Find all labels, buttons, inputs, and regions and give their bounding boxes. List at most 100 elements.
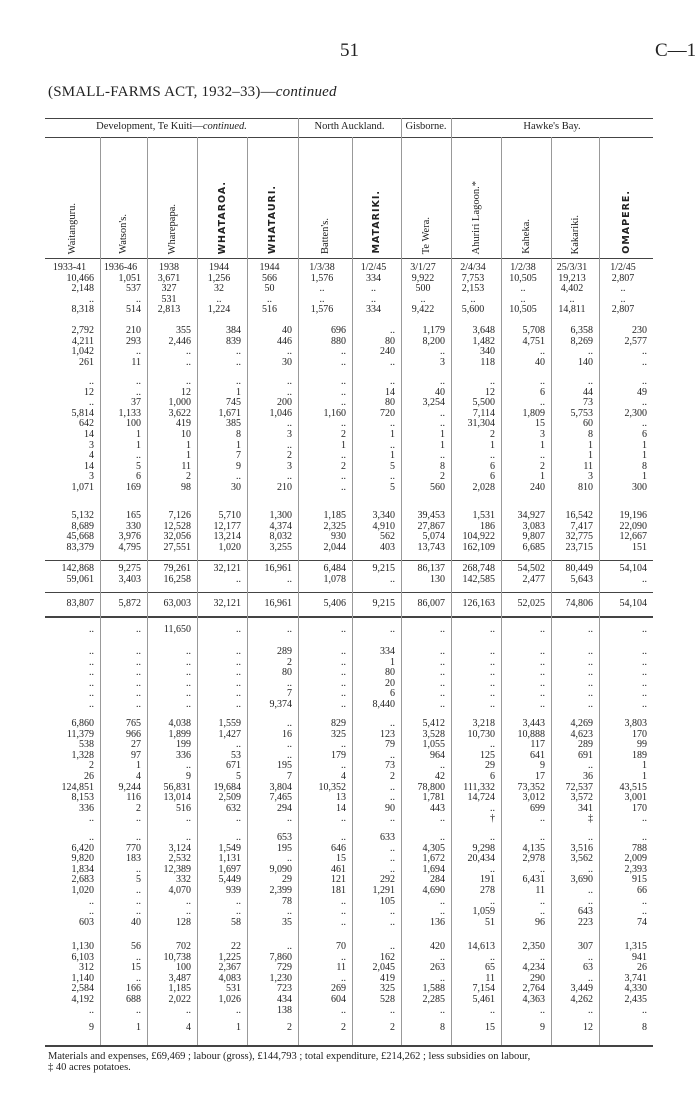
cell-value: 90 <box>385 802 395 814</box>
cell-value: 4,262 <box>570 993 594 1005</box>
cell-value: 2,009 <box>624 853 648 865</box>
cell-value: .. <box>390 863 395 875</box>
cell-value: 2,367 <box>218 962 242 974</box>
cell-value: .. <box>390 376 395 387</box>
cell-value: 40 <box>131 916 141 928</box>
cell-value: .. <box>642 667 647 679</box>
group-header-label: Gisborne. <box>405 121 447 132</box>
cell-value: .. <box>390 471 395 483</box>
cell-value: 136 <box>430 916 445 928</box>
cell-value: 83,379 <box>66 541 95 553</box>
table-cell: 142,868 59,061 <box>45 563 95 585</box>
cell-value: 2,022 <box>168 993 192 1005</box>
cell-value: 560 <box>430 481 445 493</box>
cell-value: 289 <box>277 646 292 657</box>
cell-value: .. <box>341 418 346 430</box>
cell-value: .. <box>287 677 292 689</box>
cell-value: 70 <box>336 941 346 952</box>
cell-value: 1936-46 <box>103 262 138 273</box>
cell-value: 1 <box>642 471 647 483</box>
cell-value: 880 <box>331 335 346 347</box>
cell-value: 124,851 <box>61 781 95 793</box>
cell-value: .. <box>540 698 545 710</box>
cell-value: .. <box>520 283 526 295</box>
cell-value: 9,422 <box>411 304 435 316</box>
cell-value: .. <box>490 646 495 657</box>
cell-value: 13,014 <box>163 792 192 804</box>
cell-value: .. <box>440 407 445 419</box>
cell-value: 22,090 <box>619 520 648 532</box>
table-cell: 702 10,738 100 3,487 1,185 2,022.. <box>147 941 192 1016</box>
cell-value: .. <box>136 972 141 984</box>
cell-value: 646 <box>331 842 346 854</box>
cell-value: 269 <box>331 983 346 995</box>
footnotes: Materials and expenses, £69,469 ; labour… <box>48 1051 530 1073</box>
cell-value: 1,427 <box>218 728 242 740</box>
column-header: Kaheka. <box>501 140 551 254</box>
cell-value: 419 <box>380 972 395 984</box>
cell-value: 5 <box>390 460 395 472</box>
table-cell: 4,038 1,899 199 336.. 9 56,831 13,014 516.. <box>147 718 192 825</box>
cell-value: .. <box>341 450 346 462</box>
table-cell: 16,961 <box>247 598 293 610</box>
cell-value: 8,440 <box>372 698 396 710</box>
cell-value: 336 <box>79 802 94 814</box>
cell-value: .. <box>390 792 395 804</box>
cell-value: 6,685 <box>522 541 546 553</box>
cell-value: .. <box>440 895 445 907</box>
cell-value: 1 <box>540 471 545 483</box>
cell-value: 1,300 <box>269 510 293 521</box>
table-cell: 307.. 63.. 3,449 4,262.. <box>551 941 594 1016</box>
table-rule <box>45 616 653 618</box>
cell-value: 4,690 <box>422 884 446 896</box>
table-cell: 54,502 2,477 <box>501 563 546 585</box>
cell-value: 290 <box>530 972 545 984</box>
cell-value: .. <box>490 677 495 689</box>
cell-value: 3,012 <box>522 792 546 804</box>
cell-value: .. <box>390 813 395 825</box>
cell-value: 4,910 <box>372 520 396 532</box>
cell-value: 3,254 <box>422 397 446 409</box>
cell-value: 1,224 <box>207 304 231 316</box>
cell-value: 42 <box>435 770 445 782</box>
cell-value: 13 <box>336 792 346 804</box>
cell-value: .. <box>341 471 346 483</box>
cell-value: 1,559 <box>218 718 242 729</box>
cell-value: 2 <box>390 770 395 782</box>
cell-value: 138 <box>277 1004 292 1016</box>
cell-value: .. <box>186 656 191 668</box>
cell-value: 2,584 <box>71 983 95 995</box>
column-header-label: Te Wera. <box>420 216 432 254</box>
cell-value: 63 <box>583 962 593 974</box>
cell-value: 162 <box>380 951 395 963</box>
cell-value: 340 <box>480 346 495 358</box>
cell-value: 6 <box>540 386 545 398</box>
cell-value: 9,275 <box>118 563 142 574</box>
cell-value: 284 <box>430 874 445 886</box>
cell-value: 128 <box>176 916 191 928</box>
cell-value: 2 <box>440 471 445 483</box>
cell-value: .. <box>490 656 495 668</box>
table-cell: 32,121 <box>197 598 242 610</box>
table-cell: 1944 566 50.. 516 <box>247 262 292 316</box>
cell-value: 16 <box>282 728 292 740</box>
cell-value: 210 <box>126 325 141 336</box>
cell-value: 3,804 <box>269 781 293 793</box>
cell-value: 98 <box>181 481 191 493</box>
cell-value: 2 <box>136 802 141 814</box>
column-divider <box>551 137 552 1045</box>
cell-value: 25/3/31 <box>556 262 588 273</box>
cell-value: 604 <box>331 993 346 1005</box>
table-cell: 86,137 130 <box>401 563 446 585</box>
cell-value: 1 <box>642 770 647 782</box>
group-header-label: Hawke's Bay. <box>523 121 581 132</box>
table-cell: 32,121.. <box>197 563 242 585</box>
cell-value: .. <box>588 863 593 875</box>
cell-value: 1 <box>341 439 346 451</box>
cell-value: 2,045 <box>372 962 396 974</box>
cell-value: 312 <box>79 962 94 974</box>
cell-value: 14 <box>84 460 94 472</box>
cell-value: 80 <box>385 335 395 347</box>
cell-value: 7,154 <box>472 983 496 995</box>
cell-value: .. <box>341 1004 346 1016</box>
